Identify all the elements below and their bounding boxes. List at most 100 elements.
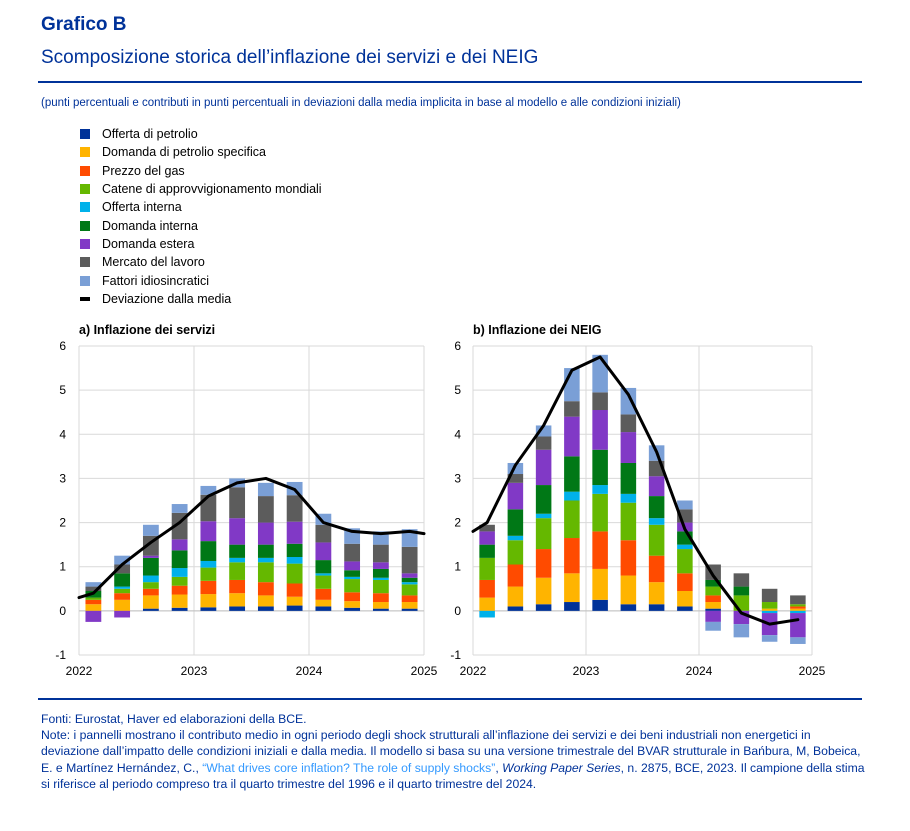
bar-segment [114, 555, 131, 565]
deviation-line [77, 476, 426, 600]
legend-swatch [80, 220, 90, 231]
bar-segment [142, 575, 159, 583]
bar-segment [315, 573, 332, 576]
legend-swatch [80, 275, 90, 286]
y-tick-label: 6 [454, 339, 461, 353]
bar-segment [761, 610, 778, 614]
bar-segment [733, 624, 750, 638]
bar-segment [344, 607, 361, 611]
bar-segment [200, 521, 217, 542]
bar-segment [286, 563, 303, 584]
x-tick-label: 2025 [799, 664, 826, 678]
bar-segment [286, 605, 303, 611]
deviation-line [471, 355, 800, 626]
bar-segment [507, 474, 524, 483]
legend-item: Fattori idiosincratici [80, 271, 322, 289]
bar-segment [535, 577, 552, 605]
bar-segment [85, 599, 102, 605]
bar-segment [401, 573, 418, 578]
bar-segment [171, 585, 188, 595]
bar-segment [507, 564, 524, 587]
bar-segment [401, 608, 418, 611]
y-tick-label: 2 [59, 516, 66, 530]
bar-segment [171, 568, 188, 577]
bar-segment [564, 500, 580, 539]
bar-segment [85, 610, 102, 622]
legend: Offerta di petrolio Domanda di petrolio s… [80, 125, 322, 308]
y-tick-label: 0 [59, 604, 66, 618]
bar-segment [200, 560, 217, 568]
series-name: Working Paper Series [502, 760, 621, 775]
bar-segment [257, 522, 274, 545]
bar-segment [761, 602, 778, 609]
bar-segment [648, 555, 665, 583]
chart-panel-services: a) Inflazione dei servizi -1 0 1 2 3 4 5 6 2022 20… [55, 323, 437, 678]
bar-segment [372, 602, 389, 609]
bar-segment [790, 595, 806, 605]
legend-item: Catene di approvvigionamento mondiali [80, 180, 322, 198]
bar-segment [535, 449, 552, 486]
bar-segment [142, 524, 159, 536]
legend-label: Prezzo del gas [102, 163, 185, 178]
legend-item: Deviazione dalla media [80, 290, 322, 308]
y-tick-label: 4 [454, 427, 461, 441]
bar-segment [479, 579, 495, 598]
bar-segment [507, 509, 524, 536]
notes-block: Fonti: Eurostat, Haver ed elaborazioni d… [41, 711, 871, 792]
bar-segment [171, 539, 188, 551]
legend-swatch [80, 257, 90, 268]
legend-label: Deviazione dalla media [102, 291, 232, 306]
bar-segment [677, 549, 693, 574]
note-mid: , [495, 760, 503, 775]
bar-segment [677, 590, 693, 607]
bar-segment [564, 456, 580, 492]
bar-segment [114, 586, 131, 589]
top-divider [38, 81, 862, 83]
bar-segment [620, 604, 637, 611]
bar-segment [344, 579, 361, 593]
y-tick-label: 5 [59, 383, 66, 397]
bar-segment [114, 573, 131, 587]
y-tick-label: 0 [454, 604, 461, 618]
y-tick-label: 3 [454, 471, 461, 485]
bar-segment [479, 531, 495, 545]
bar-segment [229, 579, 246, 594]
bar-segment [142, 608, 159, 611]
bar-segment [372, 579, 389, 594]
bar-segment [85, 597, 102, 600]
bar-segment [257, 496, 274, 523]
chart-panel-neig: b) Inflazione dei NEIG -1 0 1 2 3 4 5 6 2022 2023 2… [450, 323, 825, 678]
bar-segment [114, 588, 131, 594]
bar-segment [761, 635, 778, 642]
legend-swatch [80, 129, 90, 140]
chart-title: Grafico B [41, 14, 127, 35]
x-tick-label: 2022 [66, 664, 93, 678]
legend-label: Offerta di petrolio [102, 127, 198, 142]
bar-segment [648, 476, 665, 497]
bar-segment [372, 608, 389, 611]
x-tick-label: 2024 [686, 664, 713, 678]
bar-segment [315, 560, 332, 574]
bar-segment [257, 595, 274, 607]
bar-segment [733, 586, 750, 596]
bar-segment [286, 521, 303, 544]
legend-label: Offerta interna [102, 200, 182, 215]
bar-segment [535, 485, 552, 514]
legend-label: Domanda estera [102, 236, 195, 251]
bar-segment [620, 387, 637, 415]
bar-segment [790, 606, 806, 609]
bar-segment [479, 544, 495, 558]
bar-segment [790, 637, 806, 644]
paper-link[interactable]: “What drives core inflation? The role of… [202, 760, 496, 775]
bar-segment [257, 562, 274, 583]
bar-segment [790, 604, 806, 607]
y-tick-label: 5 [454, 383, 461, 397]
bar-segment [535, 549, 552, 578]
legend-swatch [80, 238, 90, 249]
bar-segment [286, 495, 303, 522]
bar-segment [733, 573, 750, 587]
legend-item: Offerta interna [80, 198, 322, 216]
bar-segment [401, 577, 418, 583]
bar-segment [315, 542, 332, 561]
bar-segment [564, 416, 580, 457]
